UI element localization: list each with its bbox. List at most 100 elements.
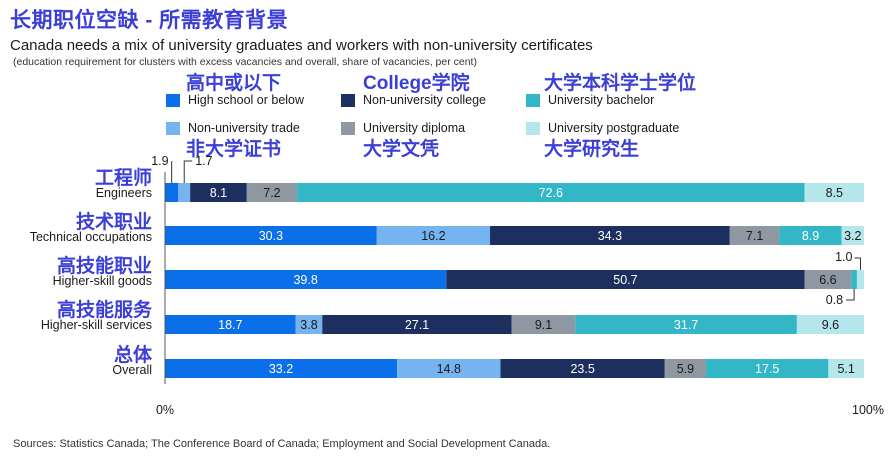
bar-segment [729,226,780,245]
legend-swatch-postgraduate [526,121,540,135]
data-label: 8.9 [802,229,819,243]
bar-segment [376,226,491,245]
data-label: 5.9 [677,362,694,376]
data-label: 9.1 [535,318,552,332]
x-tick-label: 100% [852,403,884,417]
data-label: 7.1 [746,229,763,243]
bar-segment [664,359,707,378]
legend-item-diploma: University diploma [341,121,465,135]
callout-line [183,160,193,183]
bar-segment [828,359,864,378]
legend-label-high-school: High school or below [188,93,305,107]
bar-segment [500,359,665,378]
category-3: Higher-skill services [40,318,152,332]
data-label: 17.5 [755,362,779,376]
data-label: 72.6 [539,186,563,200]
bar-segment [190,183,247,202]
legend-label-college: Non-university college [363,93,486,107]
category-0: Engineers [95,186,152,200]
legend-label-postgraduate: University postgraduate [548,121,680,135]
chart-subtitle: (education requirement for clusters with… [13,56,477,68]
data-label: 1.7 [195,154,212,168]
legend-label-trade: Non-university trade [188,121,300,135]
legend-item-postgraduate: University postgraduate [526,121,679,135]
legend-swatch-college [341,93,355,107]
data-label: 31.7 [674,318,698,332]
data-label: 39.8 [293,273,317,287]
category-cn-2: 高技能职业 [56,256,152,277]
bar-segment [397,359,501,378]
data-label: 3.2 [844,229,861,243]
bar-segment [779,226,842,245]
data-label: 7.2 [263,186,280,200]
data-label: 23.5 [570,362,594,376]
legend-label-bachelor: University bachelor [548,93,655,107]
bar-segment [165,315,296,334]
legend-item-trade: Non-university trade [166,121,300,135]
bar-segment [165,270,447,289]
data-label: 8.1 [210,186,227,200]
legend-label-diploma: University diploma [363,121,466,135]
bar-segment [178,183,191,202]
callout-line [854,257,861,270]
category-cn-3: 高技能服务 [56,300,152,321]
data-label: 30.3 [259,229,283,243]
bar-segment [246,183,298,202]
legend-cn-trade: 非大学证书 [186,139,282,160]
legend-swatch-diploma [341,121,355,135]
category-4: Overall [112,363,152,377]
bar-segment [446,270,805,289]
bar-segment [575,315,797,334]
legend-swatch-high-school [166,93,180,107]
bar-segment [165,359,398,378]
data-label: 18.7 [218,318,242,332]
data-label: 8.5 [826,186,843,200]
bar-segment [706,359,829,378]
bar-segment [297,183,805,202]
bar-segment [322,315,512,334]
source-note: Sources: Statistics Canada; The Conferen… [13,438,551,450]
data-label: 1.0 [835,250,852,264]
data-label: 1.9 [151,154,168,168]
chart-title-cn: 长期职位空缺 - 所需教育背景 [10,9,289,32]
bar-segment [804,270,852,289]
legend-cn-college: College学院 [363,73,470,94]
legend-cn-bachelor: 大学本科学士学位 [544,73,697,94]
legend-item-college: Non-university college [341,93,486,107]
chart-title: Canada needs a mix of university graduat… [10,37,593,54]
bar-segment [165,183,179,202]
bar-segment [796,315,864,334]
data-label: 6.6 [819,273,836,287]
data-label: 9.6 [822,318,839,332]
legend-cn-diploma: 大学文凭 [363,139,440,160]
legend-swatch-bachelor [526,93,540,107]
x-tick-label: 0% [156,403,174,417]
category-cn-4: 总体 [113,345,152,366]
category-cn-1: 技术职业 [75,212,152,233]
bar-segment [856,270,864,289]
legend-item-bachelor: University bachelor [526,93,654,107]
data-label: 50.7 [613,273,637,287]
bar-segment [295,315,323,334]
data-label: 33.2 [269,362,293,376]
category-1: Technical occupations [29,230,152,244]
data-label: 5.1 [837,362,854,376]
data-label: 34.3 [598,229,622,243]
bar-segment [841,226,864,245]
data-label: 14.8 [437,362,461,376]
data-label: 16.2 [421,229,445,243]
category-2: Higher-skill goods [52,274,152,288]
legend-item-high-school: High school or below [166,93,304,107]
bar-segment [804,183,865,202]
data-label: 27.1 [405,318,429,332]
category-cn-0: 工程师 [94,168,152,189]
callout-line [846,289,855,301]
legend-cn-postgraduate: 大学研究生 [544,139,640,160]
legend-swatch-trade [166,121,180,135]
data-label: 0.8 [826,293,843,307]
bar-segment [511,315,576,334]
legend-cn-high-school: 高中或以下 [186,73,282,94]
bar-segment [490,226,730,245]
bar-segment [851,270,857,289]
